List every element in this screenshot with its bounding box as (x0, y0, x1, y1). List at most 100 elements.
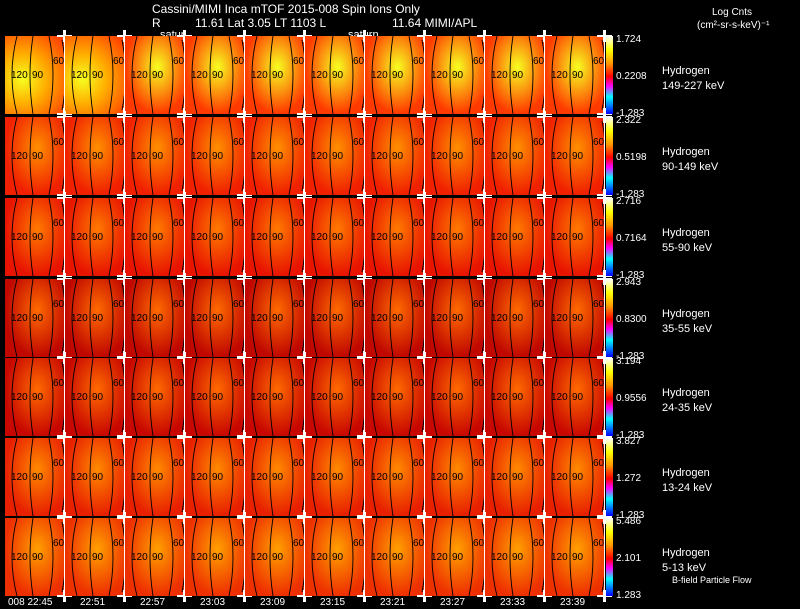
angle-label: 120 (71, 392, 88, 403)
field-line (48, 198, 54, 276)
field-line-overlay: 120 90 60 (71, 198, 124, 276)
angle-label: 60 (233, 458, 244, 469)
angle-label: 120 (491, 552, 508, 563)
angle-label: 120 (431, 151, 448, 162)
spectrogram-tile: 120 90 60 (245, 36, 304, 114)
field-line (361, 282, 364, 354)
spectrogram-tile: 120 90 60 (425, 279, 484, 357)
angle-label: 120 (251, 313, 268, 324)
tile-separator (544, 438, 545, 516)
tile-separator (184, 438, 185, 516)
cross-marker (63, 192, 66, 204)
field-line (421, 441, 424, 513)
tile-separator (364, 438, 365, 516)
angle-label: 120 (371, 313, 388, 324)
angle-label: 120 (371, 392, 388, 403)
field-line (241, 39, 244, 111)
cross-marker (183, 590, 186, 602)
field-line-overlay: 120 90 60 (191, 518, 244, 596)
field-line (431, 198, 438, 276)
angle-label: 60 (593, 56, 604, 67)
field-line (588, 198, 594, 276)
field-line-overlay: 120 90 60 (311, 36, 364, 114)
field-line (288, 518, 294, 596)
field-line (509, 36, 514, 114)
tile-separator (124, 438, 125, 516)
tile-separator (184, 117, 185, 195)
tile-separator (364, 358, 365, 436)
tile-separator (124, 36, 125, 114)
angle-label: 60 (413, 538, 424, 549)
tile-separator (124, 279, 125, 357)
angle-label: 120 (71, 232, 88, 243)
angle-label: 60 (533, 56, 544, 67)
field-line (468, 36, 474, 114)
angle-label: 120 (71, 472, 88, 483)
angle-label: 90 (332, 151, 344, 162)
colorbar-cmid-label: 2.101 (616, 553, 642, 564)
field-line (29, 358, 34, 436)
spectrogram-tile: 120 90 60 (305, 279, 364, 357)
angle-label: 90 (332, 552, 344, 563)
field-line (348, 198, 354, 276)
angle-label: 60 (293, 458, 304, 469)
spectrogram-tile: 120 90 60 (365, 518, 424, 596)
angle-label: 120 (131, 232, 148, 243)
angle-label: 90 (512, 472, 524, 483)
angle-label: 90 (572, 392, 584, 403)
angle-label: 60 (293, 538, 304, 549)
tile-separator (484, 117, 485, 195)
field-line (551, 358, 558, 436)
field-line-overlay: 120 90 60 (551, 36, 604, 114)
angle-label: 90 (212, 552, 224, 563)
field-line-overlay: 120 90 60 (191, 117, 244, 195)
field-line (251, 117, 258, 195)
angle-label: 60 (293, 378, 304, 389)
cross-marker (243, 590, 246, 602)
cross-marker (363, 352, 366, 364)
field-line (528, 36, 534, 114)
cross-marker (303, 111, 306, 123)
field-line-overlay: 120 90 60 (71, 438, 124, 516)
field-line-overlay: 120 90 60 (11, 358, 64, 436)
cross-marker (123, 273, 126, 285)
angle-label: 90 (392, 392, 404, 403)
spectrogram-tile: 120 90 60 (425, 518, 484, 596)
angle-label: 120 (311, 552, 328, 563)
angle-label: 90 (32, 313, 44, 324)
angle-label: 90 (392, 472, 404, 483)
tile-separator (604, 279, 605, 357)
field-line-overlay: 120 90 60 (551, 358, 604, 436)
field-line (509, 198, 514, 276)
field-line (348, 279, 354, 357)
field-line (421, 39, 424, 111)
spectrogram-tile: 120 90 60 (125, 198, 184, 276)
spectrogram-tile: 120 90 60 (485, 438, 544, 516)
cross-marker (603, 111, 606, 123)
tile-separator (604, 36, 605, 114)
field-line (241, 282, 244, 354)
field-line (301, 120, 304, 192)
field-line (311, 36, 318, 114)
time-axis-label: 23:27 (440, 597, 466, 608)
angle-label: 60 (353, 538, 364, 549)
angle-label: 60 (293, 56, 304, 67)
field-line (449, 198, 454, 276)
field-line (541, 120, 544, 192)
field-line (389, 198, 394, 276)
field-line (251, 279, 258, 357)
tile-separator (424, 117, 425, 195)
field-line (228, 438, 234, 516)
cross-marker (63, 432, 66, 444)
field-line (481, 282, 484, 354)
angle-label: 90 (152, 232, 164, 243)
spectrogram-tile: 120 90 60 (485, 36, 544, 114)
field-line-overlay: 120 90 60 (71, 358, 124, 436)
angle-label: 120 (311, 232, 328, 243)
tile-separator (184, 358, 185, 436)
field-line (108, 358, 114, 436)
tile-separator (304, 198, 305, 276)
title-line-2: 11.61 Lat 3.05 LT 1103 L (195, 16, 327, 30)
cross-marker (63, 30, 66, 42)
field-line (168, 36, 174, 114)
